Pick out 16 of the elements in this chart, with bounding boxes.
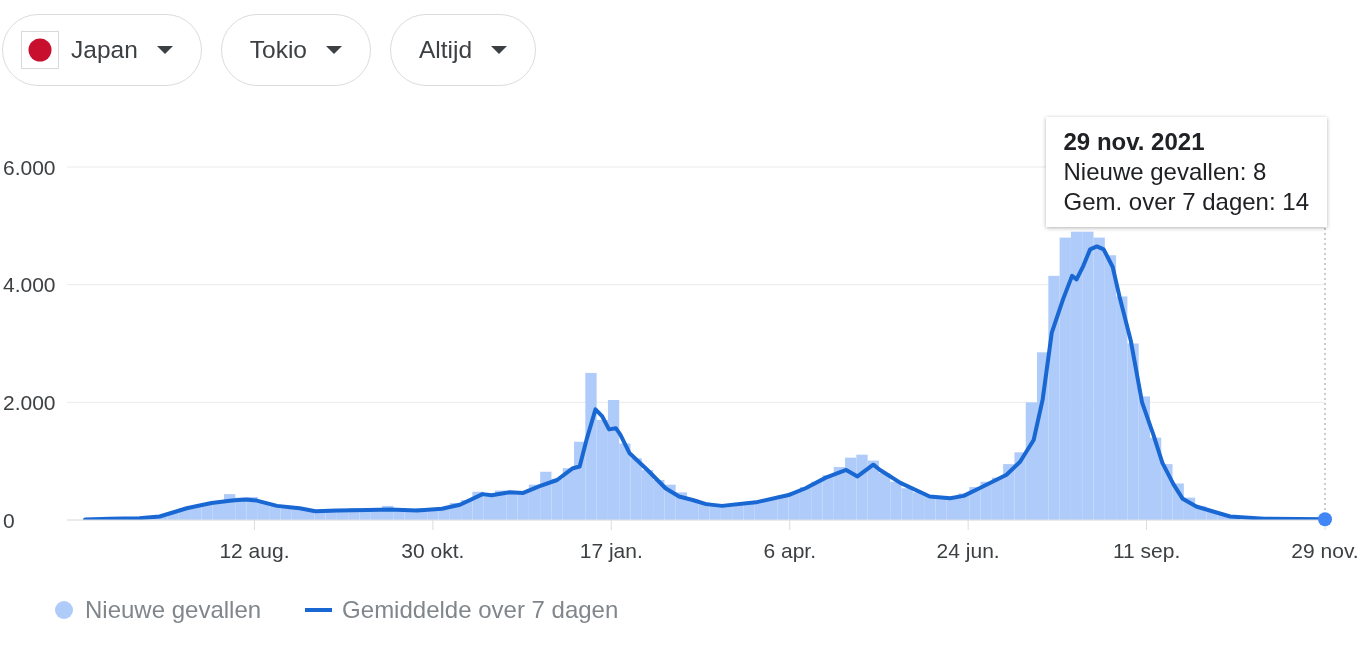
x-tick-label: 11 sep. xyxy=(1112,538,1181,562)
y-tick-label: 2.000 xyxy=(3,390,56,414)
x-tick-label: 29 nov. xyxy=(1291,538,1358,562)
x-tick-label: 6 apr. xyxy=(763,538,816,562)
legend-label: Nieuwe gevallen xyxy=(85,596,262,624)
tooltip: 29 nov. 2021 Nieuwe gevallen: 8 Gem. over 7 dagen: 14 xyxy=(1045,117,1327,227)
y-tick-label: 0 xyxy=(3,508,15,532)
y-tick-label: 6.000 xyxy=(3,155,56,179)
x-tick-label: 17 jan. xyxy=(579,538,643,562)
y-tick-label: 4.000 xyxy=(3,273,56,297)
annotation: Gem. over 7 dagen: 14 xyxy=(1063,188,1309,215)
annotation: Nieuwe gevallen: 8 xyxy=(1063,158,1267,185)
legend-label: Gemiddelde over 7 dagen xyxy=(342,596,619,624)
x-tick-label: 30 okt. xyxy=(401,538,465,562)
x-tick-label: 24 jun. xyxy=(936,538,1000,562)
x-tick-label: 12 aug. xyxy=(219,538,290,562)
